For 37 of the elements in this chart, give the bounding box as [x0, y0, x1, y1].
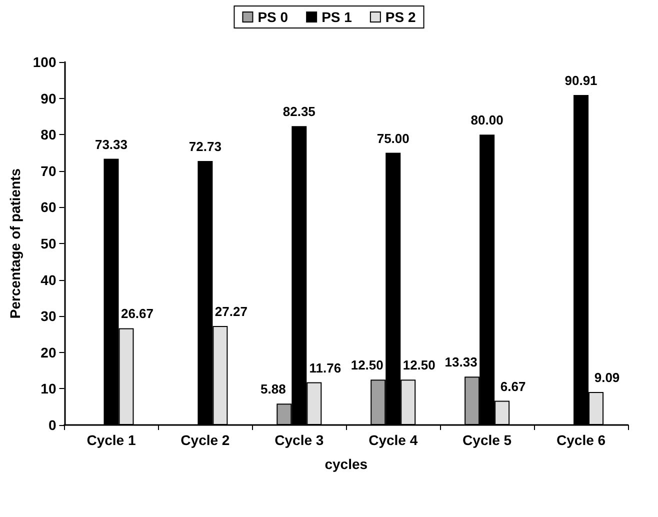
y-tick-label: 30: [40, 308, 56, 324]
y-tick-label: 70: [40, 162, 56, 179]
x-tick-label: Cycle 6: [556, 432, 606, 448]
y-tick-label: 80: [40, 126, 56, 143]
x-tick-label: Cycle 1: [86, 432, 136, 448]
data-label: 9.09: [594, 370, 620, 386]
data-label: 73.33: [94, 136, 128, 152]
data-label: 80.00: [470, 112, 504, 128]
x-axis-title: cycles: [324, 456, 368, 472]
data-label: 13.33: [444, 354, 478, 370]
y-axis-title: Percentage of patients: [7, 168, 23, 319]
y-tick-label: 40: [40, 272, 56, 288]
y-tick-label: 50: [40, 236, 56, 252]
x-tick-label: Cycle 5: [462, 432, 512, 448]
x-tick-label: Cycle 4: [368, 432, 418, 448]
y-tick-label: 60: [40, 199, 56, 216]
data-label: 6.67: [500, 378, 526, 394]
data-label: 90.91: [564, 72, 598, 88]
legend-label: PS 2: [385, 9, 416, 25]
x-tick-label: Cycle 3: [274, 432, 324, 448]
data-label: 75.00: [376, 130, 410, 146]
data-label: 5.88: [260, 382, 286, 397]
legend-label: PS 1: [322, 9, 352, 25]
y-tick-label: 20: [40, 344, 56, 360]
data-label: 82.35: [282, 104, 316, 120]
x-tick-label: Cycle 2: [180, 432, 230, 448]
data-label: 26.67: [120, 306, 154, 322]
y-tick-label: 10: [40, 380, 56, 397]
data-label: 12.50: [402, 358, 436, 373]
y-tick-label: 90: [40, 90, 56, 106]
data-label: 27.27: [214, 304, 248, 320]
y-tick-label: 0: [48, 417, 56, 433]
data-label: 72.73: [188, 138, 222, 154]
data-label: 12.50: [350, 358, 384, 373]
legend-label: PS 0: [258, 9, 288, 25]
data-label: 11.76: [309, 360, 342, 376]
y-tick-label: 100: [32, 54, 56, 70]
